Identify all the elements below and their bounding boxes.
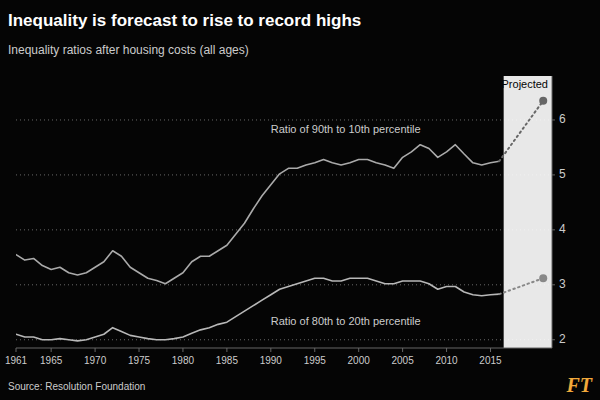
x-tick-label: 2015 bbox=[479, 355, 502, 366]
x-axis-line bbox=[16, 348, 552, 349]
y-tick-label: 6 bbox=[559, 112, 566, 126]
x-tick bbox=[270, 348, 271, 352]
x-tick bbox=[490, 348, 491, 352]
grid-line bbox=[16, 284, 552, 285]
axes: 1961 1965 1970 1975 1980 1985 1990 1995 2000 2005… bbox=[5, 76, 566, 366]
subtitle: Inequality ratios after housing costs (a… bbox=[8, 43, 249, 57]
y-tick bbox=[552, 229, 555, 230]
projected-line bbox=[499, 278, 543, 294]
x-tick-label: 1985 bbox=[216, 355, 239, 366]
line-label: Ratio of 80th to 20th percentile bbox=[271, 315, 421, 327]
x-tick-label: 2000 bbox=[348, 355, 371, 366]
grid-line bbox=[16, 119, 552, 120]
grid-line bbox=[16, 339, 552, 340]
x-tick bbox=[51, 348, 52, 352]
grid-line bbox=[16, 229, 552, 230]
x-tick bbox=[402, 348, 403, 352]
x-tick bbox=[226, 348, 227, 352]
x-tick bbox=[358, 348, 359, 352]
title: Inequality is forecast to rise to record… bbox=[8, 11, 361, 30]
y-tick bbox=[552, 119, 555, 120]
x-tick-label: 2010 bbox=[435, 355, 458, 366]
y-tick-label: 3 bbox=[559, 277, 566, 291]
x-tick-label: 1961 bbox=[5, 355, 28, 366]
x-tick-label: 1975 bbox=[128, 355, 151, 366]
line bbox=[16, 145, 499, 284]
logo: FT bbox=[565, 374, 592, 396]
x-tick-label: 1970 bbox=[84, 355, 107, 366]
x-tick bbox=[139, 348, 140, 352]
y-axis-line bbox=[552, 76, 553, 348]
x-tick bbox=[16, 348, 17, 352]
y-tick-label: 5 bbox=[559, 167, 566, 181]
background bbox=[0, 0, 600, 400]
plot-area bbox=[16, 76, 552, 348]
projected-region bbox=[504, 76, 552, 348]
y-tick-label: 2 bbox=[559, 332, 566, 346]
end-marker bbox=[539, 274, 547, 282]
y-tick-label: 4 bbox=[559, 222, 566, 236]
projected-line bbox=[499, 101, 543, 161]
x-tick bbox=[182, 348, 183, 352]
y-tick bbox=[552, 174, 555, 175]
x-tick-label: 1995 bbox=[304, 355, 327, 366]
line bbox=[16, 278, 499, 341]
x-tick-label: 1980 bbox=[172, 355, 195, 366]
y-tick bbox=[552, 284, 555, 285]
x-tick bbox=[446, 348, 447, 352]
x-tick-label: 1965 bbox=[40, 355, 63, 366]
chart: 1961 1965 1970 1975 1980 1985 1990 1995 2000 2005… bbox=[0, 0, 600, 400]
texts: Ratio of 90th to 10th percentile Ratio of… bbox=[8, 11, 593, 396]
source: Source: Resolution Foundation bbox=[8, 381, 145, 392]
projected-label: Projected bbox=[502, 78, 548, 90]
x-tick-label: 2005 bbox=[391, 355, 414, 366]
line-label: Ratio of 90th to 10th percentile bbox=[271, 123, 421, 135]
end-marker bbox=[539, 97, 547, 105]
grid-line bbox=[16, 174, 552, 175]
x-tick bbox=[95, 348, 96, 352]
x-tick-label: 1990 bbox=[260, 355, 283, 366]
x-tick bbox=[314, 348, 315, 352]
y-tick bbox=[552, 339, 555, 340]
